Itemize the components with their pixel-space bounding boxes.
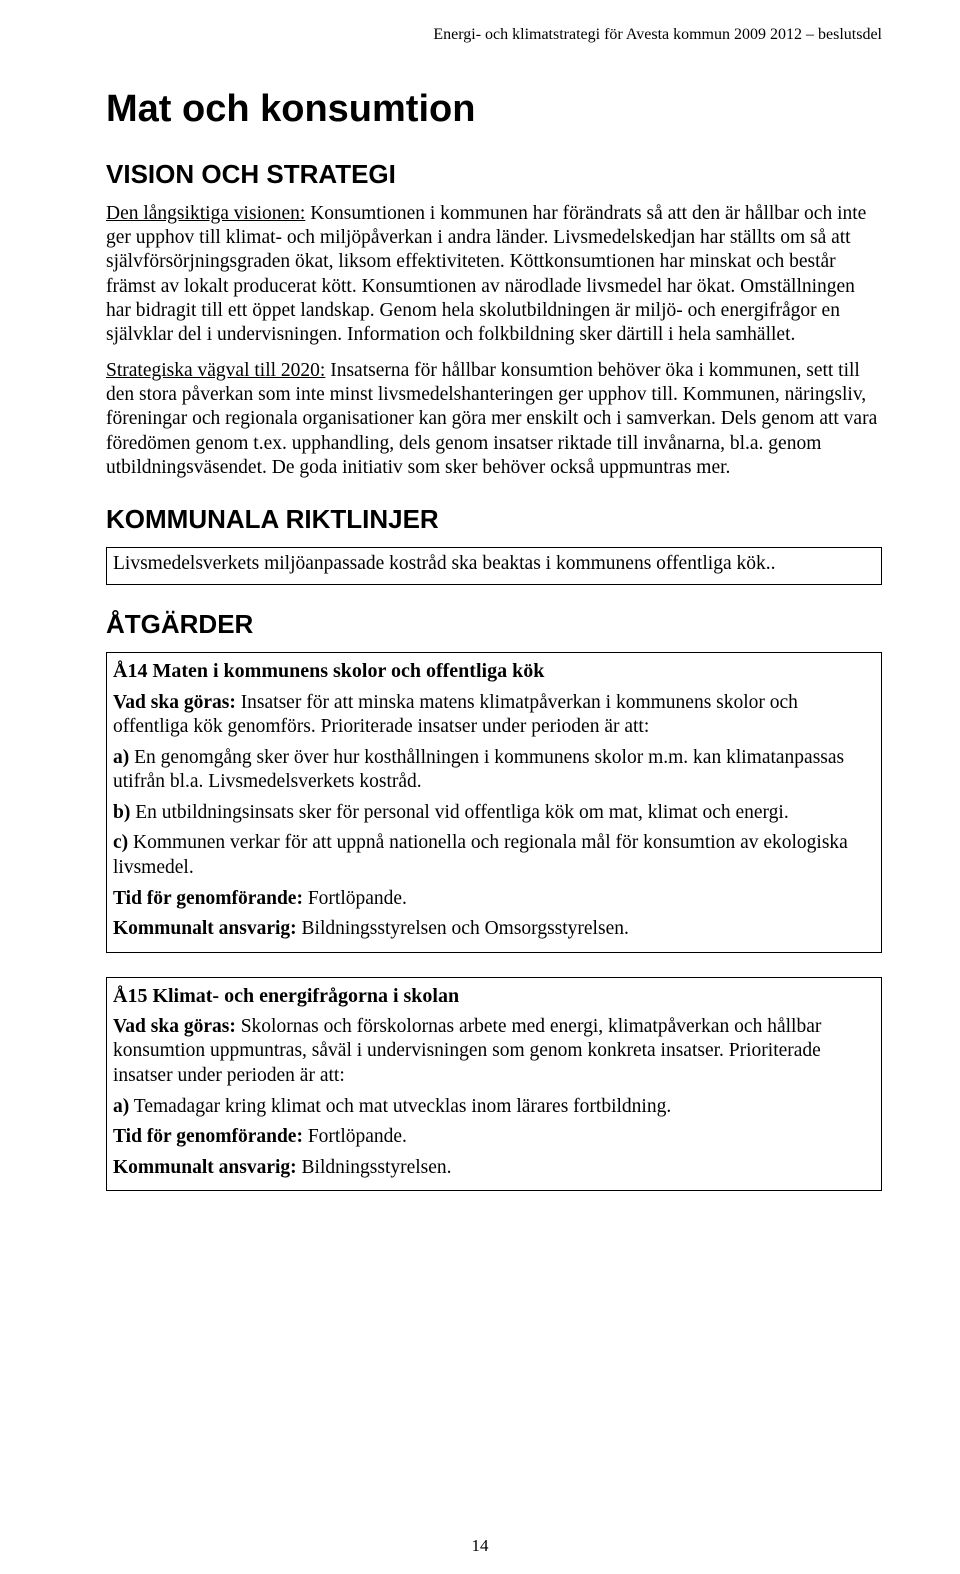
a15-a-body: Temadagar kring klimat och mat utvecklas… bbox=[129, 1096, 671, 1117]
a15-tid: Tid för genomförande: Fortlöpande. bbox=[113, 1125, 875, 1150]
a14-tid-body: Fortlöpande. bbox=[303, 888, 407, 909]
a14-tid-label: Tid för genomförande: bbox=[113, 888, 303, 909]
atgard-box-a15: Å15 Klimat- och energifrågorna i skolan … bbox=[106, 977, 882, 1192]
spacer bbox=[106, 963, 882, 977]
page-title: Mat och konsumtion bbox=[106, 88, 882, 131]
section-heading-riktlinjer: KOMMUNALA RIKTLINJER bbox=[106, 504, 882, 535]
a14-a-body: En genomgång sker över hur kosthållninge… bbox=[113, 747, 844, 793]
a14-ansvarig: Kommunalt ansvarig: Bildningsstyrelsen o… bbox=[113, 917, 875, 942]
riktlinjer-box: Livsmedelsverkets miljöanpassade kostråd… bbox=[106, 547, 882, 586]
a15-tid-body: Fortlöpande. bbox=[303, 1126, 407, 1147]
section-heading-atgarder: ÅTGÄRDER bbox=[106, 609, 882, 640]
a14-ansv-label: Kommunalt ansvarig: bbox=[113, 918, 297, 939]
a14-a-label: a) bbox=[113, 747, 129, 768]
vision-lead-2: Strategiska vägval till 2020: bbox=[106, 360, 325, 381]
atgard-box-a14: Å14 Maten i kommunens skolor och offentl… bbox=[106, 652, 882, 952]
a14-vsg-label: Vad ska göras: bbox=[113, 692, 236, 713]
a14-ansv-body: Bildningsstyrelsen och Omsorgsstyrelsen. bbox=[297, 918, 629, 939]
a14-b-label: b) bbox=[113, 802, 130, 823]
page-number: 14 bbox=[0, 1536, 960, 1556]
riktlinjer-text: Livsmedelsverkets miljöanpassade kostråd… bbox=[113, 553, 776, 574]
running-header: Energi- och klimatstrategi för Avesta ko… bbox=[106, 26, 882, 44]
a15-vsg: Vad ska göras: Skolornas och förskolorna… bbox=[113, 1015, 875, 1089]
vision-body-1: Konsumtionen i kommunen har förändrats s… bbox=[106, 203, 866, 345]
section-heading-vision: VISION OCH STRATEGI bbox=[106, 159, 882, 190]
a14-title: Å14 Maten i kommunens skolor och offentl… bbox=[113, 659, 875, 684]
vision-paragraph-1: Den långsiktiga visionen: Konsumtionen i… bbox=[106, 202, 882, 347]
a14-tid: Tid för genomförande: Fortlöpande. bbox=[113, 887, 875, 912]
a15-ansv-label: Kommunalt ansvarig: bbox=[113, 1157, 297, 1178]
a15-ansv-body: Bildningsstyrelsen. bbox=[297, 1157, 452, 1178]
a15-a: a) Temadagar kring klimat och mat utveck… bbox=[113, 1095, 875, 1120]
a15-title: Å15 Klimat- och energifrågorna i skolan bbox=[113, 984, 875, 1009]
a14-c-label: c) bbox=[113, 832, 128, 853]
a14-b-body: En utbildningsinsats sker för personal v… bbox=[130, 802, 788, 823]
a15-vsg-label: Vad ska göras: bbox=[113, 1016, 236, 1037]
a15-ansvarig: Kommunalt ansvarig: Bildningsstyrelsen. bbox=[113, 1156, 875, 1181]
a15-tid-label: Tid för genomförande: bbox=[113, 1126, 303, 1147]
a14-b: b) En utbildningsinsats sker för persona… bbox=[113, 801, 875, 826]
a14-c-body: Kommunen verkar för att uppnå nationella… bbox=[113, 832, 848, 878]
a14-a: a) En genomgång sker över hur kosthållni… bbox=[113, 746, 875, 795]
vision-lead-1: Den långsiktiga visionen: bbox=[106, 203, 305, 224]
vision-paragraph-2: Strategiska vägval till 2020: Insatserna… bbox=[106, 359, 882, 480]
a14-c: c) Kommunen verkar för att uppnå natione… bbox=[113, 831, 875, 880]
document-page: Energi- och klimatstrategi för Avesta ko… bbox=[0, 0, 960, 1574]
a14-vsg: Vad ska göras: Insatser för att minska m… bbox=[113, 691, 875, 740]
a15-a-label: a) bbox=[113, 1096, 129, 1117]
